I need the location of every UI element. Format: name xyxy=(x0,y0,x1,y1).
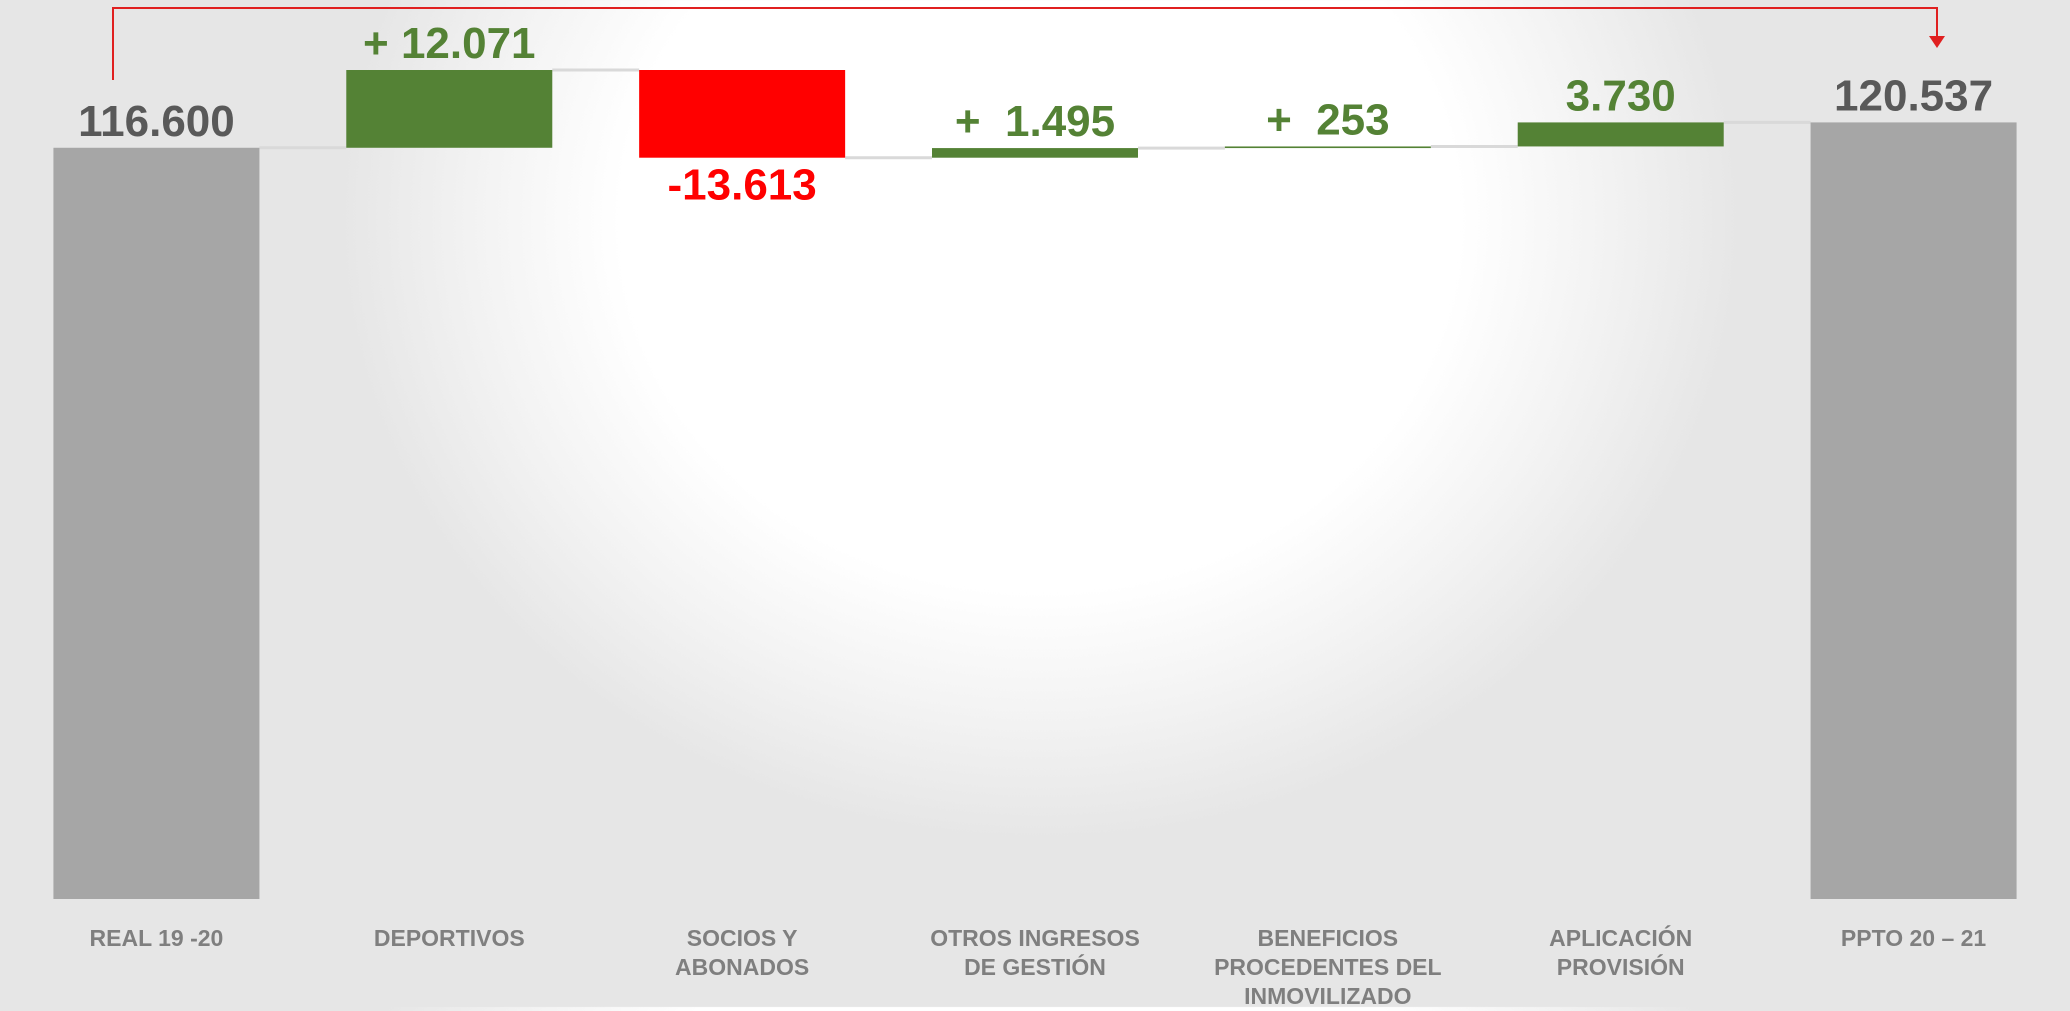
value-label: 3.730 xyxy=(1566,71,1676,120)
category-label: SOCIOS Y ABONADOS xyxy=(675,925,810,980)
category-label: BENEFICIOS PROCEDENTES DEL INMOVILIZADO xyxy=(1214,925,1442,1009)
delta-bar xyxy=(1517,122,1724,147)
category-label: REAL 19 -20 xyxy=(89,925,224,951)
category-label: PPTO 20 – 21 xyxy=(1840,925,1987,951)
delta-bar xyxy=(932,148,1138,158)
total-bar xyxy=(1810,122,2017,899)
value-label: + 1.495 xyxy=(955,97,1115,146)
arrow-head xyxy=(1929,36,1945,48)
category-label: DEPORTIVOS xyxy=(373,925,525,951)
delta-bar xyxy=(1224,146,1431,149)
value-label: 120.537 xyxy=(1834,71,1993,120)
value-label: + 253 xyxy=(1266,95,1390,144)
value-label: -13.613 xyxy=(668,161,817,210)
total-bar xyxy=(53,147,260,900)
arrow-line xyxy=(112,7,1938,80)
value-label: 116.600 xyxy=(78,97,235,146)
value-label: + 12.071 xyxy=(363,19,536,68)
delta-bar xyxy=(346,70,553,148)
delta-bar xyxy=(639,70,846,158)
category-label: OTROS INGRESOS DE GESTIÓN xyxy=(930,925,1140,980)
category-label: APLICACIÓN PROVISIÓN xyxy=(1549,925,1693,980)
